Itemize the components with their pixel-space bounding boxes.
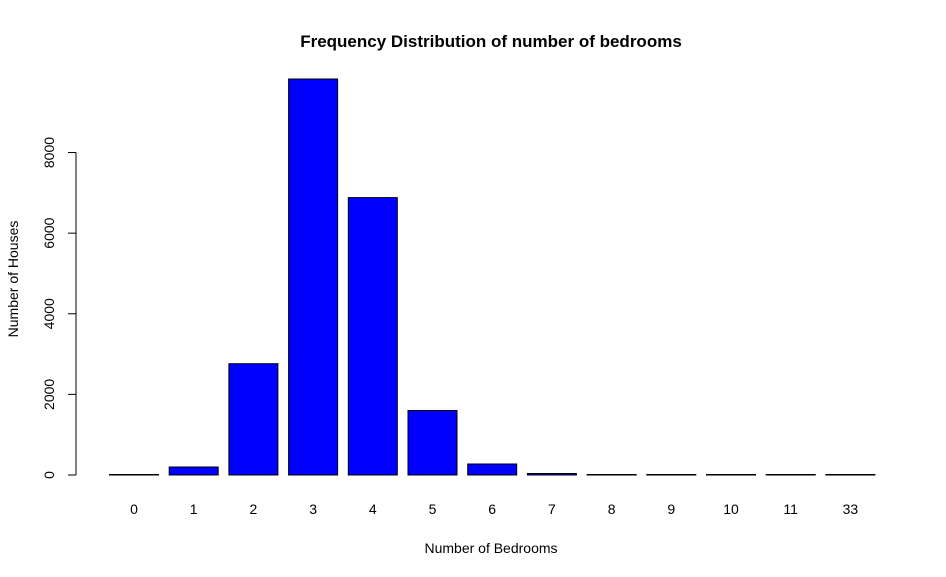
y-tick-label-6000: 6000 [41,217,57,248]
bar-11 [765,474,816,476]
bar-33 [825,474,876,476]
y-axis: 0 2000 4000 6000 8000 [41,137,77,479]
x-tick-label-4: 4 [369,501,377,517]
bar-1 [168,466,219,476]
x-tick-label-6: 6 [488,501,496,517]
bar-8 [586,474,637,476]
x-tick-label-10: 10 [723,501,739,517]
bar-6 [467,463,518,476]
x-tick-label-3: 3 [309,501,317,517]
x-tick-label-9: 9 [667,501,675,517]
x-tick-label-0: 0 [130,501,138,517]
x-tick-label-8: 8 [608,501,616,517]
x-tick-label-5: 5 [429,501,437,517]
bar-4 [347,197,398,476]
bar-7 [526,473,577,476]
y-tick-label-4000: 4000 [41,298,57,329]
x-axis-label: Number of Bedrooms [424,540,557,556]
x-tick-label-11: 11 [783,501,798,517]
x-tick-label-7: 7 [548,501,556,517]
bar-10 [706,474,756,476]
y-axis-label: Number of Houses [5,221,21,338]
x-tick-label-33: 33 [843,501,859,517]
chart-title: Frequency Distribution of number of bedr… [300,32,682,51]
y-tick-label-0: 0 [41,471,57,479]
bar-3 [288,78,339,476]
y-tick-label-2000: 2000 [41,379,57,410]
y-tick-label-8000: 8000 [41,137,57,168]
bar-9 [646,474,697,476]
bar-2 [228,363,279,476]
bars-group [109,78,876,476]
x-tick-label-1: 1 [190,501,198,517]
bar-5 [407,410,458,476]
x-tick-labels: 0 1 2 3 4 5 6 7 8 9 10 11 33 [130,501,858,517]
x-tick-label-2: 2 [250,501,258,517]
bar-0 [109,474,159,476]
